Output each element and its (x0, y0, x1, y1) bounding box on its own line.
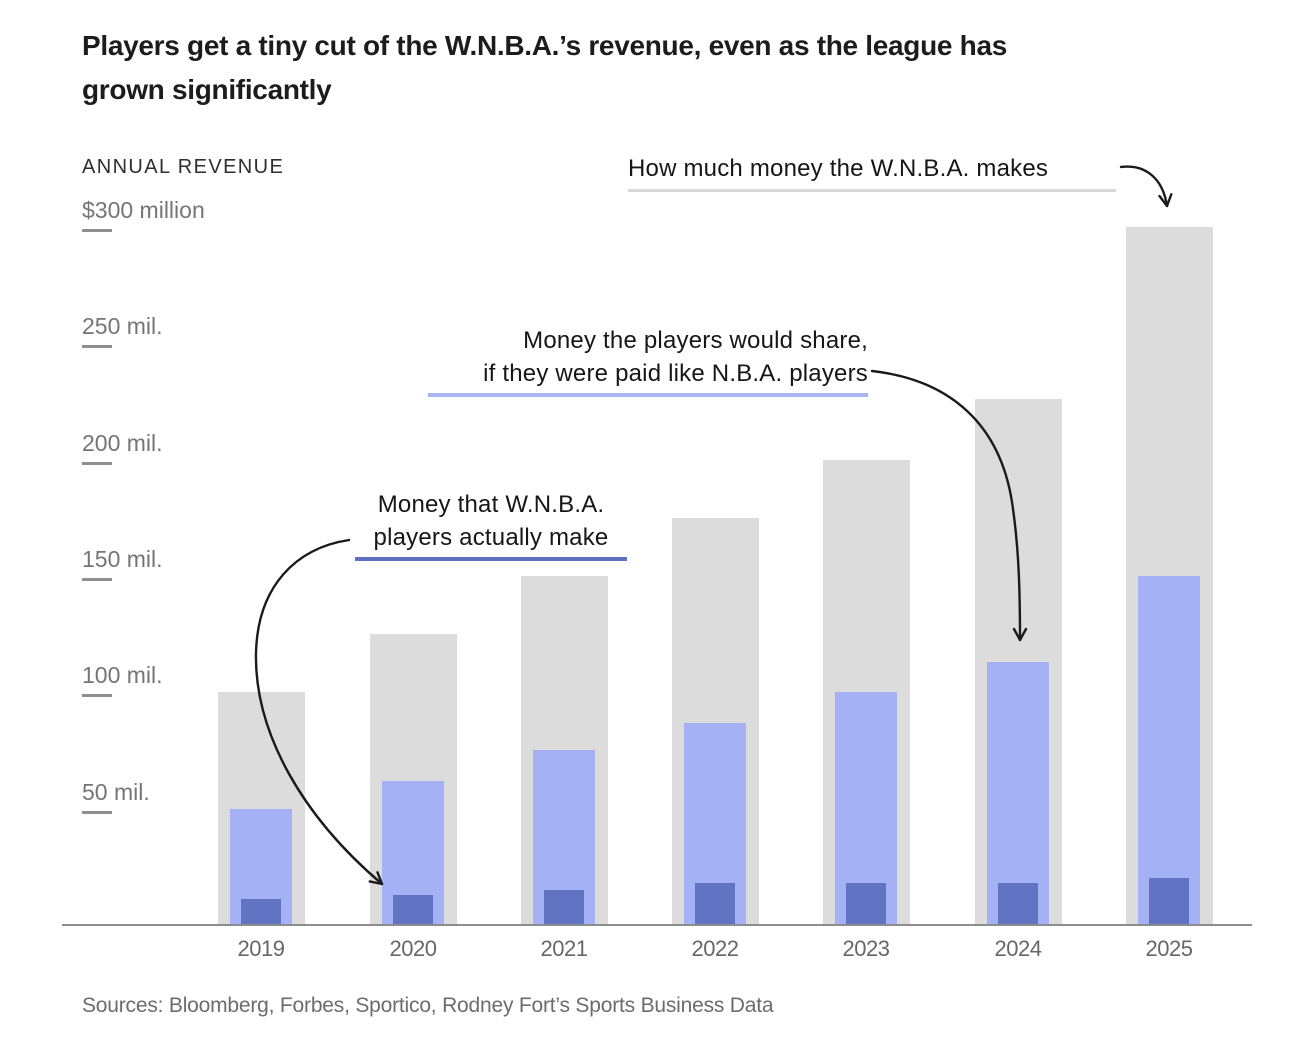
chart-title: Players get a tiny cut of the W.N.B.A.’s… (82, 24, 1222, 112)
y-axis-title: ANNUAL REVENUE (82, 156, 285, 178)
y-tick-label-100: 100 mil. (82, 662, 163, 688)
source-credit: Sources: Bloomberg, Forbes, Sportico, Ro… (82, 994, 774, 1017)
x-axis-label-2022: 2022 (691, 936, 739, 961)
bar-actual-player-pay-2022 (695, 883, 735, 925)
bar-actual-player-pay-2021 (544, 890, 584, 925)
bar-actual-player-pay-2019 (241, 899, 281, 925)
annotation-actual-pay-line2: players actually make (373, 524, 609, 551)
bar-actual-player-pay-2025 (1149, 878, 1189, 925)
bar-actual-player-pay-2020 (393, 895, 433, 925)
y-tick-mark-250 (82, 345, 112, 348)
y-tick-mark-100 (82, 694, 112, 697)
chart-title-line1: Players get a tiny cut of the W.N.B.A.’s… (82, 30, 1008, 61)
x-axis-label-2025: 2025 (1145, 936, 1193, 961)
annotation-total-revenue-text: How much money the W.N.B.A. makes (628, 155, 1049, 182)
bar-actual-player-pay-2024 (998, 883, 1038, 925)
y-tick-mark-50 (82, 811, 112, 814)
annotation-nba-share-line1: Money the players would share, (523, 327, 868, 354)
y-tick-mark-300 (82, 229, 112, 232)
y-tick-label-250: 250 mil. (82, 313, 163, 339)
bar-nba-style-share-2024 (987, 662, 1049, 925)
y-tick-label-200: 200 mil. (82, 430, 163, 456)
x-axis-label-2023: 2023 (842, 936, 890, 961)
annotation-nba-share-line2: if they were paid like N.B.A. players (483, 360, 868, 387)
x-axis-label-2019: 2019 (237, 936, 285, 961)
x-axis-label-2020: 2020 (389, 936, 437, 961)
chart-title-line2: grown significantly (82, 74, 332, 105)
x-axis-label-2024: 2024 (994, 936, 1042, 961)
bar-nba-style-share-2025 (1138, 576, 1200, 925)
y-tick-label-300: $300 million (82, 197, 205, 223)
annotation-actual-pay-line1: Money that W.N.B.A. (377, 491, 605, 518)
annotation-actual-pay: Money that W.N.B.A. players actually mak… (355, 488, 627, 561)
y-tick-mark-150 (82, 578, 112, 581)
y-tick-label-50: 50 mil. (82, 779, 150, 805)
annotation-total-revenue: How much money the W.N.B.A. makes (628, 152, 1116, 192)
y-tick-label-150: 150 mil. (82, 546, 163, 572)
arrow-to-2025-total-bar (1119, 165, 1173, 208)
y-tick-mark-200 (82, 462, 112, 465)
annotation-nba-share: Money the players would share, if they w… (428, 324, 868, 397)
bar-actual-player-pay-2023 (846, 883, 886, 925)
x-axis-line (62, 924, 1252, 926)
x-axis-label-2021: 2021 (540, 936, 588, 961)
